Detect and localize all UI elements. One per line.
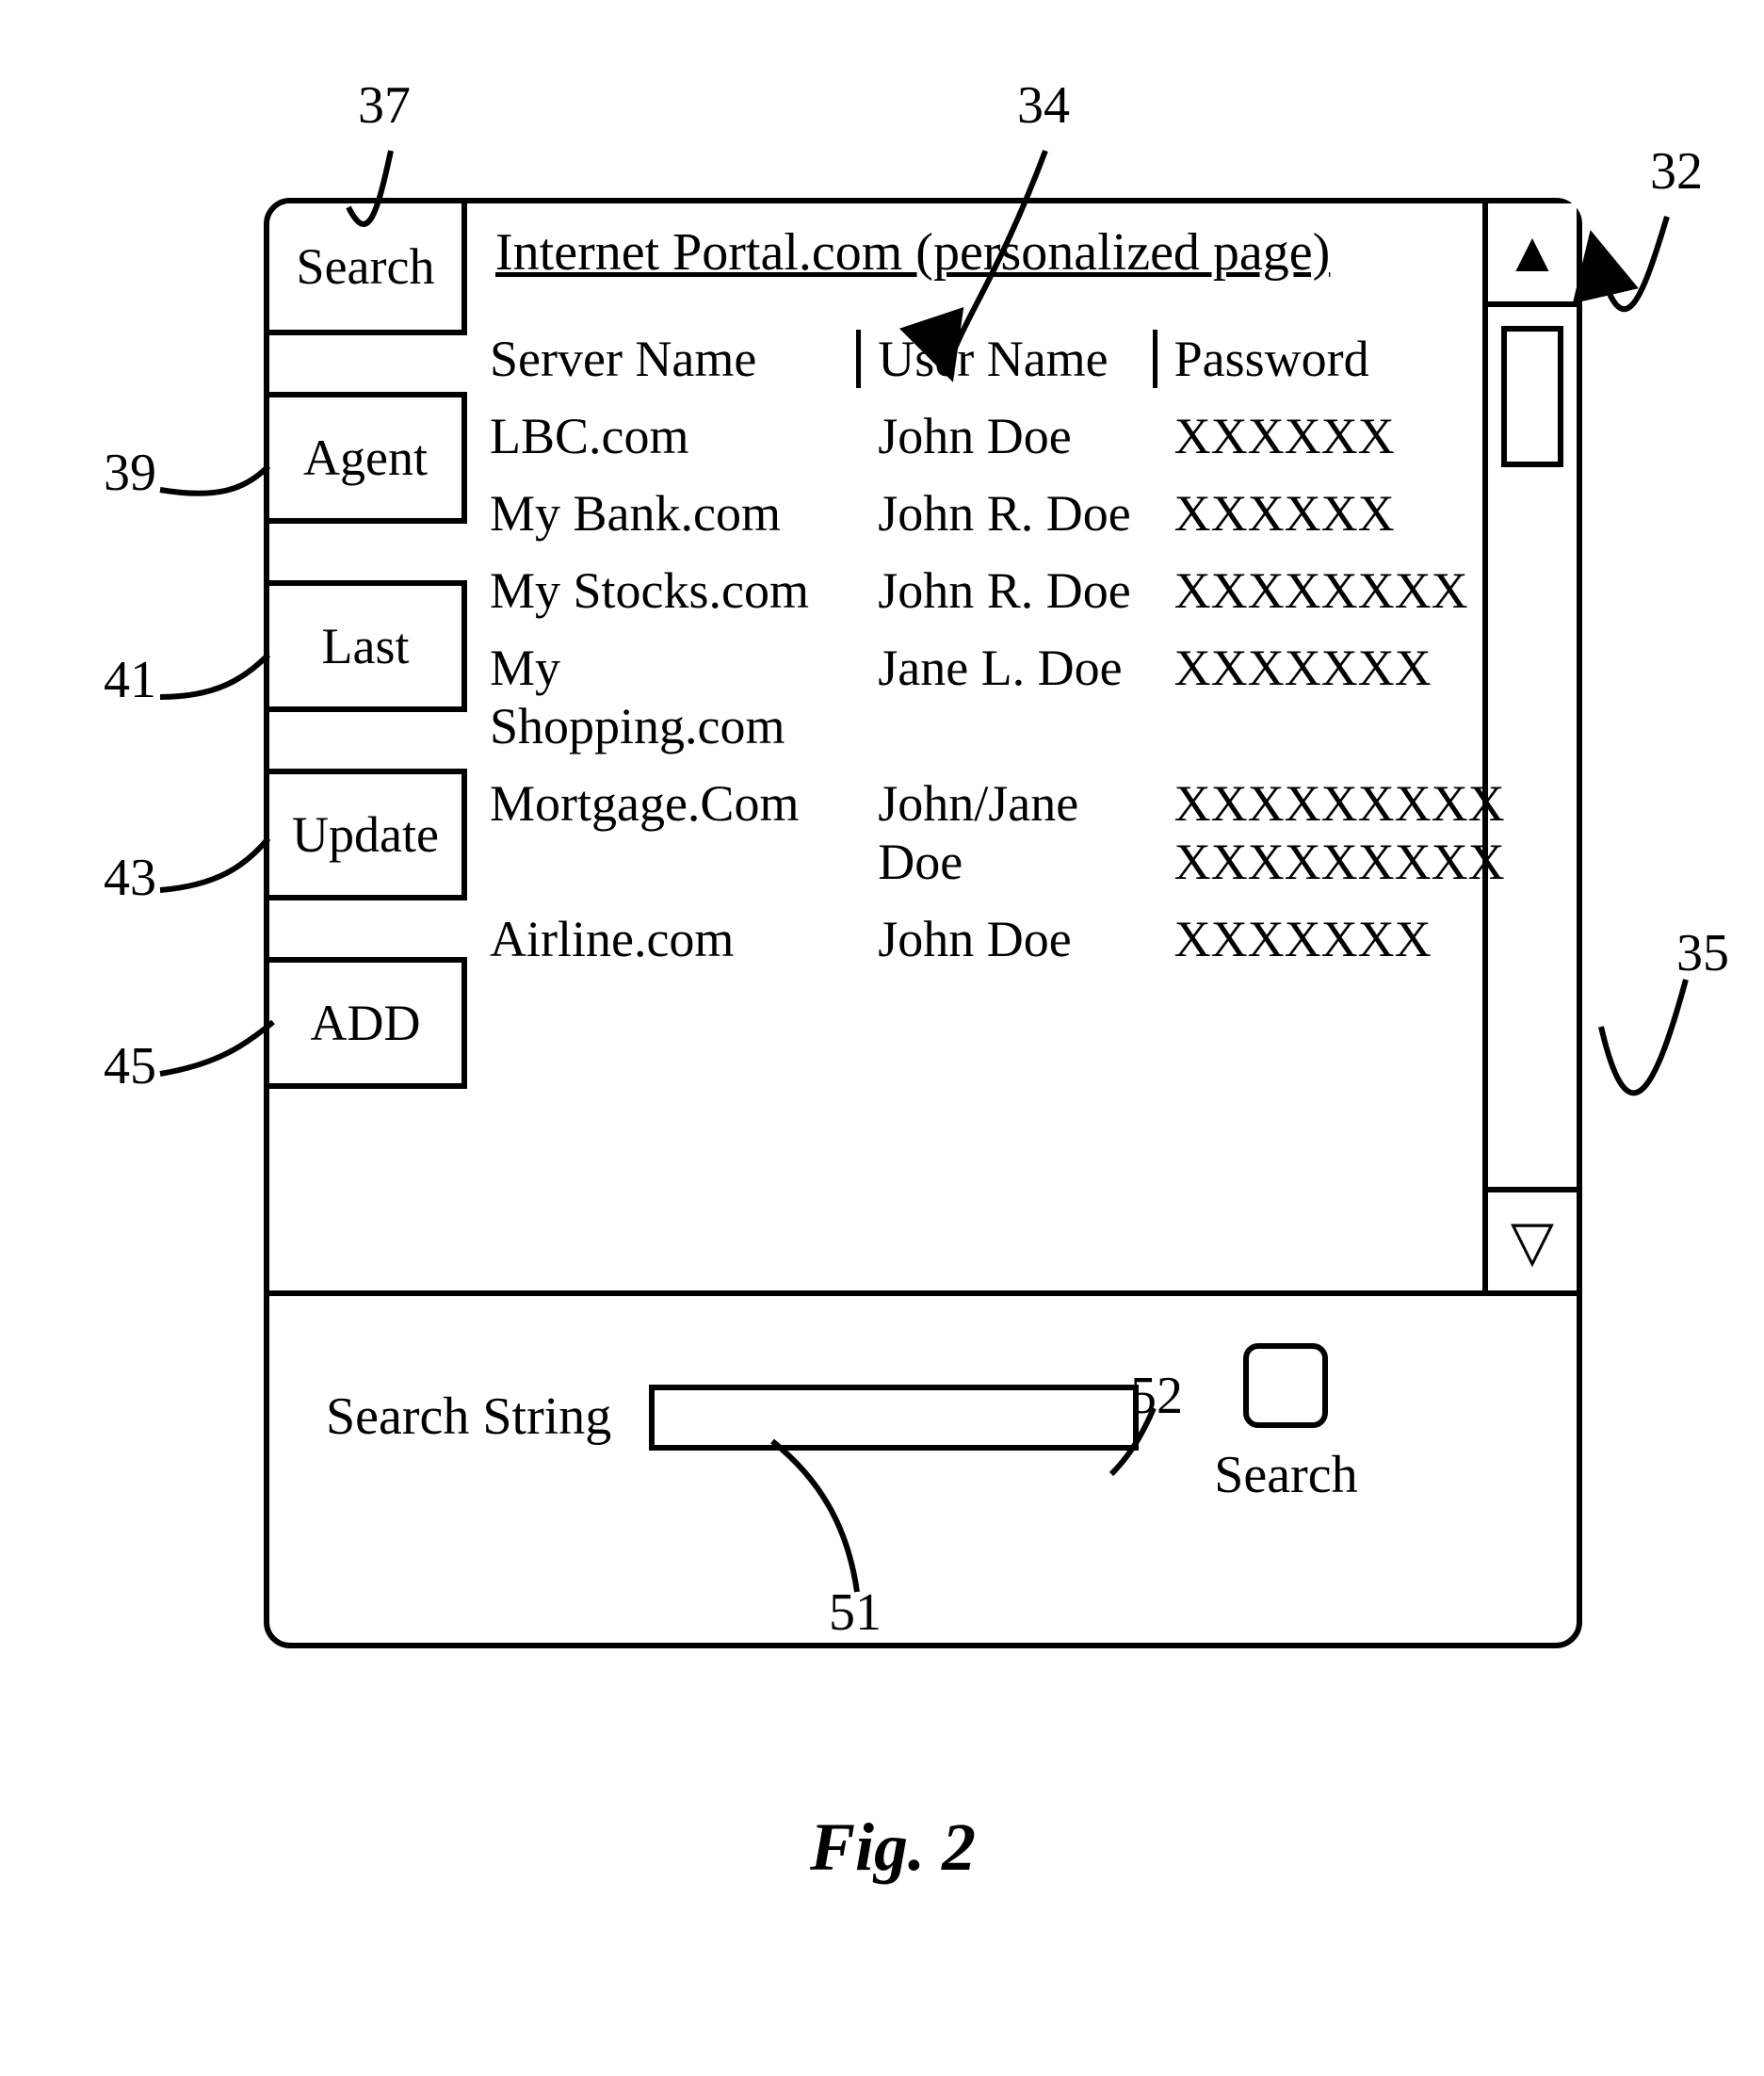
cell-pass: XXXXXXXXX XXXXXXXXX (1157, 774, 1505, 891)
cell-user: Jane L. Doe (861, 639, 1157, 755)
table-row: LBC.com John Doe XXXXXX (486, 397, 1473, 475)
table-row: Mortgage.Com John/Jane Doe XXXXXXXXX XXX… (486, 765, 1473, 900)
ref-51: 51 (829, 1582, 882, 1643)
scroll-down-button[interactable]: ▽ (1488, 1187, 1577, 1290)
table-header-row: Server Name User Name Password (486, 320, 1473, 397)
upper-pane: Search Agent Last Update ADD Internet Po… (269, 203, 1577, 1296)
cell-user: John Doe (861, 407, 1157, 465)
sidebar: Search Agent Last Update ADD (269, 203, 467, 1290)
table-row: My Shopping.com Jane L. Doe XXXXXXX (486, 629, 1473, 765)
cell-server: My Shopping.com (486, 639, 861, 755)
scroll-up-button[interactable]: ▲ (1488, 203, 1577, 307)
figure-caption: Fig. 2 (810, 1808, 976, 1887)
ref-41: 41 (104, 650, 156, 710)
vertical-scrollbar[interactable]: ▲ ▽ (1482, 203, 1577, 1290)
sidebar-agent-button[interactable]: Agent (269, 392, 467, 524)
sidebar-search-button[interactable]: Search (269, 203, 467, 335)
portal-title-link[interactable]: Internet Portal.com (personalized page) (495, 222, 1473, 283)
chevron-up-icon: ▲ (1504, 220, 1560, 285)
cell-user: John R. Doe (861, 484, 1157, 543)
cell-pass: XXXXXX (1157, 407, 1473, 465)
scroll-thumb[interactable] (1501, 326, 1563, 467)
portal-window: Search Agent Last Update ADD Internet Po… (264, 198, 1582, 1648)
ref-34: 34 (1017, 75, 1070, 136)
ref-52: 52 (1130, 1366, 1183, 1426)
search-input[interactable] (649, 1385, 1139, 1451)
cell-user: John/Jane Doe (861, 774, 1157, 891)
cell-server: Mortgage.Com (486, 774, 861, 891)
cell-server: My Bank.com (486, 484, 861, 543)
cell-user: John R. Doe (861, 561, 1157, 620)
chevron-down-icon: ▽ (1511, 1208, 1554, 1274)
sidebar-add-button[interactable]: ADD (269, 957, 467, 1089)
cell-pass: XXXXXXX (1157, 910, 1473, 968)
table-row: Airline.com John Doe XXXXXXX (486, 900, 1473, 978)
table-row: My Bank.com John R. Doe XXXXXX (486, 475, 1473, 552)
search-panel: Search String Search (269, 1296, 1577, 1643)
search-string-label: Search String (326, 1387, 611, 1447)
credentials-table: Internet Portal.com (personalized page) … (467, 203, 1482, 1290)
ref-35: 35 (1676, 923, 1729, 983)
ref-32: 32 (1650, 141, 1703, 202)
search-button-label: Search (1214, 1445, 1357, 1505)
cell-server: LBC.com (486, 407, 861, 465)
cell-user: John Doe (861, 910, 1157, 968)
cell-pass: XXXXXXX (1157, 639, 1473, 755)
table-row: My Stocks.com John R. Doe XXXXXXXX (486, 552, 1473, 629)
ref-43: 43 (104, 848, 156, 908)
sidebar-update-button[interactable]: Update (269, 769, 467, 900)
cell-server: Airline.com (486, 910, 861, 968)
search-button[interactable] (1243, 1343, 1328, 1428)
ref-37: 37 (358, 75, 411, 136)
col-password: Password (1157, 330, 1473, 388)
col-server: Server Name (486, 330, 861, 388)
ref-39: 39 (104, 443, 156, 503)
cell-pass: XXXXXX (1157, 484, 1473, 543)
col-user: User Name (861, 330, 1157, 388)
sidebar-last-button[interactable]: Last (269, 580, 467, 712)
ref-45: 45 (104, 1036, 156, 1096)
cell-server: My Stocks.com (486, 561, 861, 620)
cell-pass: XXXXXXXX (1157, 561, 1473, 620)
